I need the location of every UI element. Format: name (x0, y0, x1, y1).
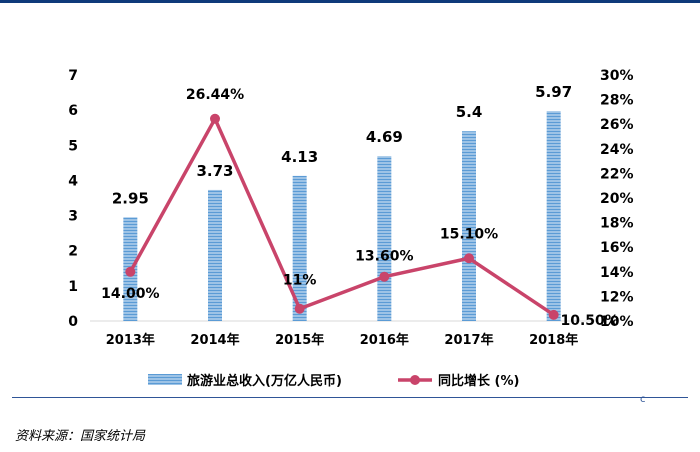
x-tick-label: 2016年 (360, 332, 409, 348)
legend-bar-swatch (148, 374, 182, 385)
y-left-tick-label: 1 (68, 279, 78, 295)
bar (546, 111, 561, 321)
y-right-tick-label: 26% (600, 117, 634, 133)
y-right-tick-label: 16% (600, 240, 634, 256)
x-tick-label: 2017年 (444, 332, 493, 348)
top-accent-bar (0, 0, 700, 3)
y-right-tick-label: 22% (600, 166, 634, 182)
growth-value-label: 15.10% (440, 226, 498, 242)
legend-line-label: 同比增长 (%) (438, 373, 519, 389)
growth-point (210, 113, 220, 124)
growth-value-label: 10.50% (561, 313, 619, 329)
x-tick-label: 2015年 (275, 332, 324, 348)
growth-point (125, 266, 136, 277)
source-note: 资料来源：国家统计局 (15, 429, 146, 444)
legend-bar-label: 旅游业总收入(万亿人民币) (187, 373, 342, 389)
bottom-divider (12, 397, 688, 398)
y-right-tick-label: 28% (600, 93, 634, 109)
y-right-tick-label: 20% (600, 191, 634, 207)
y-right-tick-label: 14% (600, 265, 634, 281)
bar-value-label: 4.13 (281, 148, 318, 166)
growth-point (548, 309, 559, 320)
growth-line (128, 117, 555, 317)
x-tick-label: 2014年 (190, 332, 239, 348)
growth-value-label: 14.00% (101, 286, 159, 302)
bar (462, 131, 476, 321)
y-left-tick-label: 7 (68, 68, 78, 84)
y-right-tick-label: 10% (600, 314, 634, 330)
growth-point (379, 271, 390, 282)
legend-line-marker (410, 375, 420, 385)
growth-value-label: 11% (283, 273, 317, 289)
bar-value-label: 4.69 (366, 128, 403, 146)
x-tick-label: 2013年 (106, 332, 155, 348)
bar-value-label: 5.4 (456, 103, 483, 121)
growth-point (294, 303, 305, 314)
growth-value-label: 13.60% (355, 249, 413, 265)
y-left-tick-label: 0 (68, 314, 78, 330)
y-right-tick-label: 30% (600, 68, 634, 84)
bar (292, 175, 307, 321)
corner-mark: c (640, 394, 646, 405)
growth-value-label: 26.44% (186, 87, 244, 103)
bar-value-label: 2.95 (112, 189, 149, 207)
x-tick-label: 2018年 (529, 332, 578, 348)
y-left-tick-label: 3 (68, 209, 78, 225)
bar-value-label: 5.97 (535, 83, 572, 101)
y-right-tick-label: 24% (600, 142, 634, 158)
growth-point (464, 253, 474, 264)
bar-value-label: 3.73 (196, 162, 233, 180)
bar (208, 189, 222, 321)
bar (377, 156, 392, 321)
y-right-tick-label: 12% (600, 289, 634, 305)
y-left-tick-label: 2 (68, 244, 78, 260)
y-left-tick-label: 6 (68, 103, 78, 119)
y-right-tick-label: 18% (600, 216, 634, 232)
y-left-tick-label: 4 (68, 173, 78, 189)
y-left-tick-label: 5 (68, 138, 78, 154)
